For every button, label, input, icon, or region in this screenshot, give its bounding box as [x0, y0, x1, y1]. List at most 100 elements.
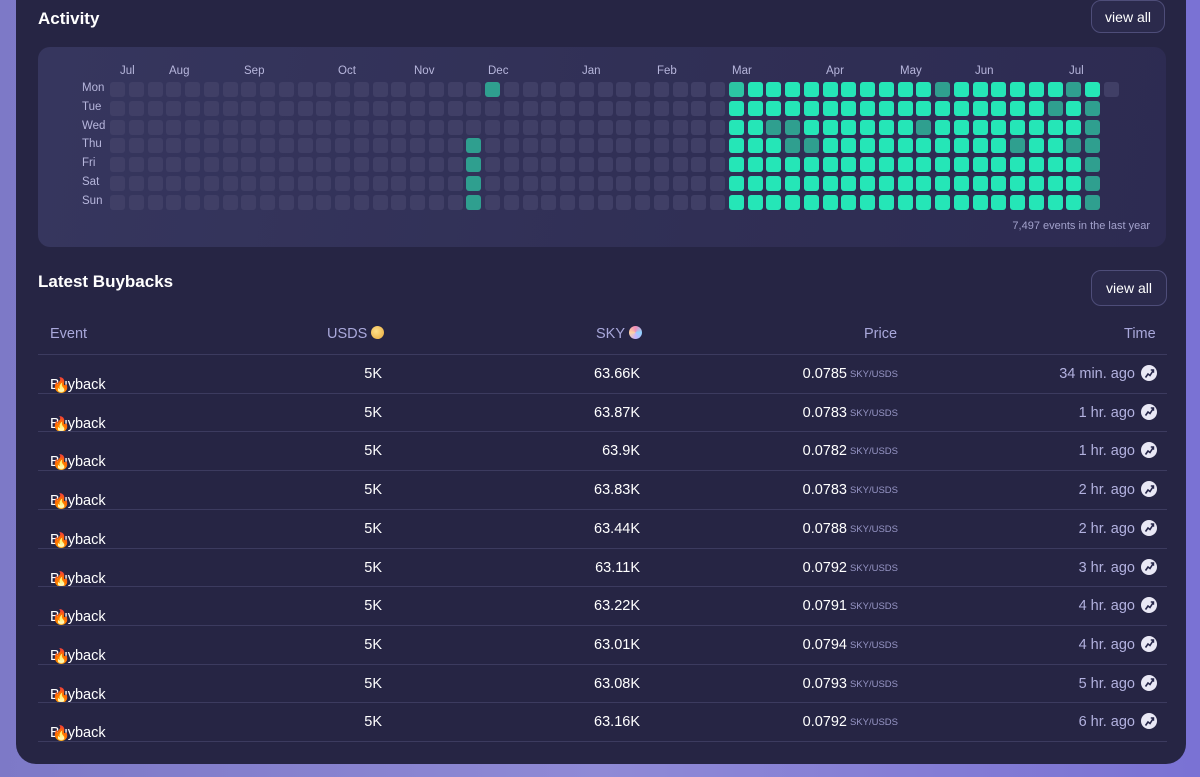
- heatmap-cell[interactable]: [1066, 82, 1082, 97]
- heatmap-cell[interactable]: [841, 100, 857, 116]
- heatmap-cell[interactable]: [1010, 138, 1025, 154]
- heatmap-cell[interactable]: [1047, 119, 1063, 135]
- heatmap-cell[interactable]: [147, 157, 163, 173]
- heatmap-cell[interactable]: [241, 100, 257, 116]
- heatmap-cell[interactable]: [803, 194, 819, 210]
- heatmap-cell[interactable]: [822, 82, 838, 97]
- heatmap-cell[interactable]: [391, 82, 407, 97]
- heatmap-cell[interactable]: [447, 82, 463, 97]
- heatmap-cell[interactable]: [260, 82, 275, 97]
- heatmap-cell[interactable]: [297, 82, 313, 97]
- heatmap-cell[interactable]: [710, 157, 725, 173]
- heatmap-cell[interactable]: [391, 138, 407, 154]
- heatmap-cell[interactable]: [541, 194, 557, 210]
- heatmap-cell[interactable]: [785, 138, 800, 154]
- heatmap-cell[interactable]: [541, 157, 557, 173]
- heatmap-cell[interactable]: [466, 157, 482, 173]
- heatmap-cell[interactable]: [635, 82, 650, 97]
- heatmap-cell[interactable]: [447, 157, 463, 173]
- heatmap-cell[interactable]: [278, 100, 294, 116]
- heatmap-cell[interactable]: [991, 100, 1007, 116]
- heatmap-cell[interactable]: [241, 194, 257, 210]
- heatmap-cell[interactable]: [672, 119, 688, 135]
- heatmap-cell[interactable]: [747, 119, 763, 135]
- heatmap-cell[interactable]: [785, 176, 800, 191]
- heatmap-cell[interactable]: [241, 176, 257, 191]
- heatmap-cell[interactable]: [110, 176, 125, 191]
- heatmap-cell[interactable]: [672, 157, 688, 173]
- heatmap-cell[interactable]: [522, 82, 538, 97]
- heatmap-cell[interactable]: [428, 119, 444, 135]
- heatmap-cell[interactable]: [878, 194, 894, 210]
- heatmap-cell[interactable]: [503, 157, 519, 173]
- heatmap-cell[interactable]: [578, 100, 594, 116]
- heatmap-cell[interactable]: [728, 176, 744, 191]
- heatmap-cell[interactable]: [1047, 138, 1063, 154]
- heatmap-cell[interactable]: [578, 176, 594, 191]
- buyback-row[interactable]: Buyback 🔥 5K 63.83K 0.0783 SKY/USDS 2 hr. ago: [38, 470, 1167, 510]
- heatmap-cell[interactable]: [485, 100, 500, 116]
- heatmap-cell[interactable]: [110, 119, 125, 135]
- heatmap-cell[interactable]: [653, 176, 669, 191]
- heatmap-cell[interactable]: [222, 176, 238, 191]
- heatmap-cell[interactable]: [241, 82, 257, 97]
- explorer-link-icon[interactable]: [1141, 713, 1157, 730]
- heatmap-cell[interactable]: [260, 138, 275, 154]
- heatmap-cell[interactable]: [222, 119, 238, 135]
- heatmap-cell[interactable]: [841, 138, 857, 154]
- heatmap-cell[interactable]: [1028, 119, 1044, 135]
- heatmap-cell[interactable]: [597, 138, 613, 154]
- heatmap-cell[interactable]: [916, 100, 932, 116]
- heatmap-cell[interactable]: [841, 194, 857, 210]
- heatmap-cell[interactable]: [410, 82, 425, 97]
- heatmap-cell[interactable]: [428, 157, 444, 173]
- buyback-row[interactable]: Buyback 🔥 5K 63.66K 0.0785 SKY/USDS 34 min. ag…: [38, 354, 1167, 394]
- heatmap-cell[interactable]: [935, 157, 950, 173]
- heatmap-cell[interactable]: [410, 138, 425, 154]
- heatmap-cell[interactable]: [335, 176, 350, 191]
- heatmap-cell[interactable]: [1047, 82, 1063, 97]
- heatmap-cell[interactable]: [335, 194, 350, 210]
- heatmap-cell[interactable]: [860, 138, 875, 154]
- heatmap-cell[interactable]: [653, 82, 669, 97]
- heatmap-cell[interactable]: [616, 119, 632, 135]
- heatmap-cell[interactable]: [653, 119, 669, 135]
- heatmap-cell[interactable]: [1010, 119, 1025, 135]
- heatmap-cell[interactable]: [841, 157, 857, 173]
- heatmap-cell[interactable]: [1066, 138, 1082, 154]
- heatmap-cell[interactable]: [635, 176, 650, 191]
- heatmap-cell[interactable]: [353, 138, 369, 154]
- heatmap-cell[interactable]: [466, 138, 482, 154]
- heatmap-cell[interactable]: [935, 138, 950, 154]
- heatmap-cell[interactable]: [560, 82, 575, 97]
- heatmap-cell[interactable]: [635, 100, 650, 116]
- heatmap-cell[interactable]: [428, 194, 444, 210]
- heatmap-cell[interactable]: [635, 138, 650, 154]
- heatmap-cell[interactable]: [466, 176, 482, 191]
- heatmap-cell[interactable]: [466, 119, 482, 135]
- heatmap-cell[interactable]: [860, 119, 875, 135]
- heatmap-cell[interactable]: [560, 194, 575, 210]
- heatmap-cell[interactable]: [466, 82, 482, 97]
- heatmap-cell[interactable]: [635, 194, 650, 210]
- heatmap-cell[interactable]: [316, 119, 332, 135]
- heatmap-cell[interactable]: [541, 138, 557, 154]
- heatmap-cell[interactable]: [1047, 194, 1063, 210]
- heatmap-cell[interactable]: [353, 157, 369, 173]
- heatmap-cell[interactable]: [935, 176, 950, 191]
- explorer-link-icon[interactable]: [1141, 558, 1157, 575]
- heatmap-cell[interactable]: [203, 194, 219, 210]
- heatmap-cell[interactable]: [747, 176, 763, 191]
- heatmap-cell[interactable]: [1085, 176, 1100, 191]
- heatmap-cell[interactable]: [110, 82, 125, 97]
- heatmap-cell[interactable]: [616, 138, 632, 154]
- heatmap-cell[interactable]: [1010, 157, 1025, 173]
- buyback-row[interactable]: Buyback 🔥 5K 63.87K 0.0783 SKY/USDS 1 hr. ago: [38, 392, 1167, 433]
- heatmap-cell[interactable]: [691, 194, 707, 210]
- heatmap-cell[interactable]: [260, 100, 275, 116]
- heatmap-cell[interactable]: [447, 100, 463, 116]
- heatmap-cell[interactable]: [653, 100, 669, 116]
- heatmap-cell[interactable]: [1047, 176, 1063, 191]
- heatmap-cell[interactable]: [822, 194, 838, 210]
- heatmap-cell[interactable]: [785, 194, 800, 210]
